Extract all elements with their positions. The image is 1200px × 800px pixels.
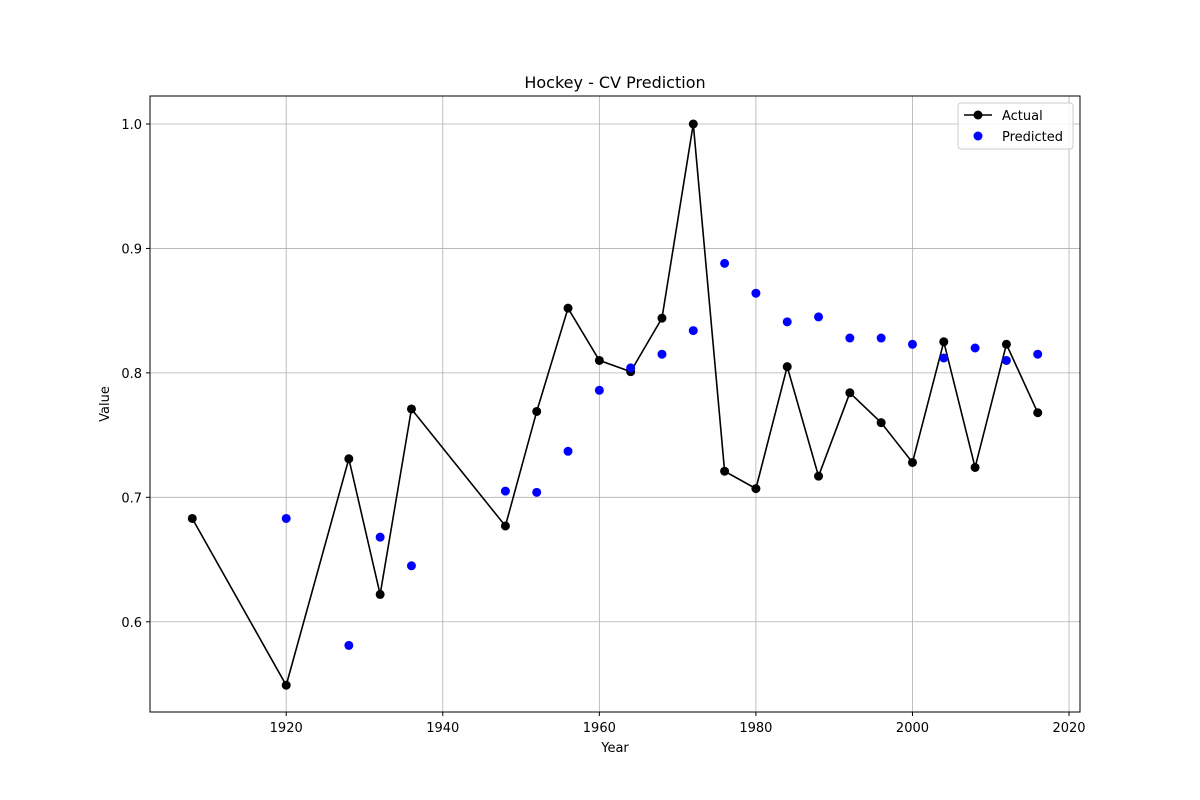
data-point <box>1033 408 1043 418</box>
legend-marker <box>973 131 983 141</box>
y-tick-label: 0.6 <box>121 616 142 631</box>
data-point <box>281 513 291 523</box>
x-tick-label: 1940 <box>426 721 459 736</box>
data-point <box>845 333 855 343</box>
y-tick-label: 0.9 <box>121 242 142 257</box>
series-layer <box>187 119 1043 690</box>
x-axis-label: Year <box>600 741 629 756</box>
data-point <box>344 640 354 650</box>
data-point <box>1033 349 1043 359</box>
legend: Actual Predicted <box>957 102 1074 150</box>
data-point <box>751 484 761 494</box>
data-point <box>876 333 886 343</box>
chart-title: Hockey - CV Prediction <box>524 73 705 92</box>
data-point <box>1001 355 1011 365</box>
data-point <box>845 388 855 398</box>
data-point <box>281 680 291 690</box>
plot-frame <box>149 95 1081 713</box>
legend-label: Actual <box>1002 109 1043 124</box>
data-point <box>814 471 824 481</box>
data-point <box>563 303 573 313</box>
data-point <box>344 454 354 464</box>
data-point <box>532 487 542 497</box>
y-axis-label: Value <box>98 386 113 422</box>
legend-item: Actual <box>964 109 1043 124</box>
x-tick-label: 2000 <box>896 721 929 736</box>
data-point <box>500 521 510 531</box>
ticks: 1920 1940 1960 1980 2000 2020 0.6 0.7 0.8 0.9 1.0 <box>121 118 1085 736</box>
data-point <box>406 561 416 571</box>
data-point <box>970 462 980 472</box>
data-point <box>657 349 667 359</box>
x-tick-label: 1980 <box>739 721 772 736</box>
data-point <box>500 486 510 496</box>
data-point <box>688 326 698 336</box>
data-point <box>907 457 917 467</box>
data-point <box>970 343 980 353</box>
data-point <box>626 363 636 373</box>
data-point <box>187 513 197 523</box>
data-point <box>939 353 949 363</box>
y-tick-label: 1.0 <box>121 118 142 133</box>
data-point <box>939 337 949 347</box>
x-tick-label: 1920 <box>270 721 303 736</box>
data-point <box>375 532 385 542</box>
data-point <box>532 406 542 416</box>
series-actual <box>187 119 1043 690</box>
data-point <box>782 317 792 327</box>
data-point <box>876 418 886 428</box>
legend-marker <box>973 110 983 120</box>
grid <box>150 96 1080 712</box>
data-point <box>1001 339 1011 349</box>
x-tick-label: 2020 <box>1052 721 1085 736</box>
y-tick-label: 0.8 <box>121 367 142 382</box>
data-point <box>907 339 917 349</box>
legend-label: Predicted <box>1002 130 1063 145</box>
data-point <box>594 355 604 365</box>
legend-item: Predicted <box>973 130 1063 145</box>
series-predicted <box>281 258 1043 650</box>
data-point <box>720 258 730 268</box>
data-point <box>375 589 385 599</box>
data-point <box>563 446 573 456</box>
data-point <box>720 466 730 476</box>
data-point <box>406 404 416 414</box>
x-tick-label: 1960 <box>583 721 616 736</box>
data-point <box>814 312 824 322</box>
data-point <box>782 362 792 372</box>
data-point <box>594 385 604 395</box>
data-point <box>688 119 698 129</box>
data-point <box>751 288 761 298</box>
data-point <box>657 313 667 323</box>
y-tick-label: 0.7 <box>121 491 142 506</box>
